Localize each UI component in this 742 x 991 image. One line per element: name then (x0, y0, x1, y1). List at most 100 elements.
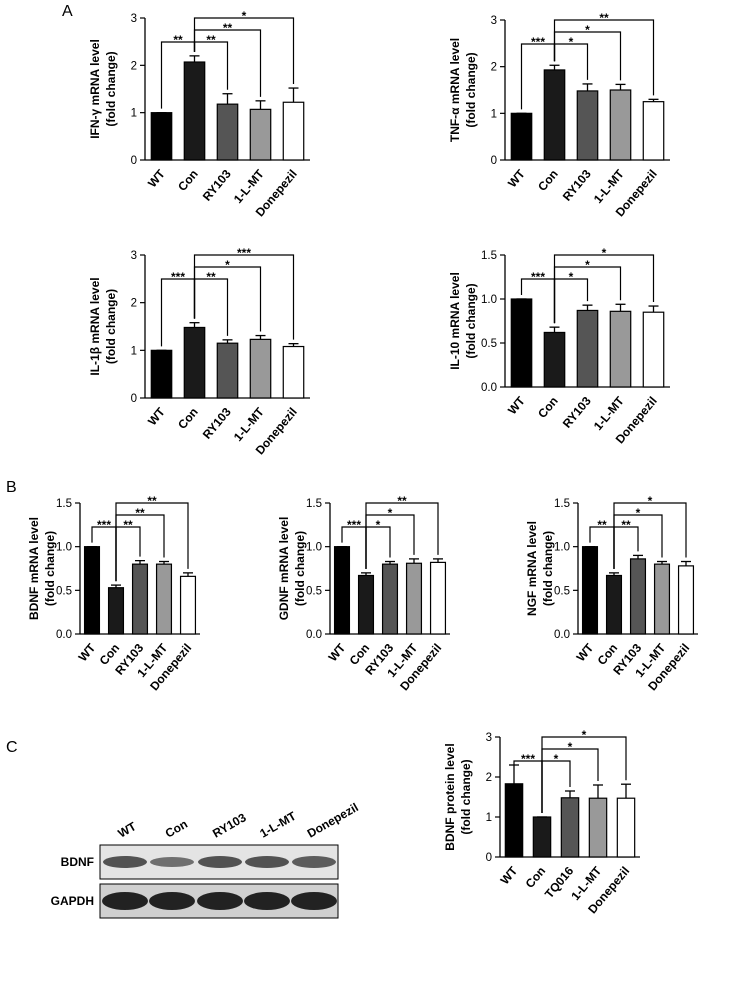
blot-lane-label: Con (163, 817, 190, 841)
bar (155, 563, 173, 635)
x-tick-label: Con (523, 864, 549, 891)
blot-row-label: GAPDH (51, 894, 94, 908)
y-tick-label: 1 (491, 108, 497, 120)
x-tick-label: RY103 (560, 167, 594, 204)
x-tick-label: WT (498, 863, 521, 887)
significance-label: * (585, 23, 590, 37)
significance-label: * (582, 728, 587, 742)
y-tick-label: 1 (131, 108, 137, 120)
y-tick-label: 1.0 (481, 294, 497, 306)
significance-label: *** (347, 518, 361, 532)
significance-label: * (585, 258, 590, 272)
x-tick-label: Con (175, 405, 201, 432)
bar (677, 565, 695, 635)
y-tick-label: 0.5 (306, 585, 322, 597)
x-tick-label: Con (535, 394, 561, 421)
y-tick-label: 0.0 (306, 629, 322, 641)
y-tick-label: 2 (131, 60, 137, 72)
bar (532, 816, 552, 858)
significance-label: * (569, 270, 574, 284)
bar (179, 575, 197, 635)
panel-label: A (62, 3, 73, 20)
y-tick-label: 0.5 (56, 585, 72, 597)
y-tick-label: 0.0 (481, 382, 497, 394)
bar (510, 112, 533, 161)
y-tick-label: 0.0 (56, 629, 72, 641)
blot-lane-label: Donepezil (305, 800, 361, 840)
bar (605, 574, 623, 635)
y-tick-label: 0.0 (554, 629, 570, 641)
panel-label: C (6, 739, 18, 756)
bar (249, 108, 272, 161)
blot-bands (102, 856, 337, 910)
y-tick-label: 1.5 (306, 498, 322, 510)
y-tick-label: 3 (486, 732, 492, 744)
bar (543, 331, 566, 388)
y-tick-label: 1 (131, 345, 137, 357)
bar (616, 797, 636, 858)
y-tick-label: 1.0 (56, 542, 72, 554)
x-tick-label: WT (505, 166, 528, 190)
bar (429, 561, 447, 635)
y-tick-label: 0 (131, 393, 137, 405)
significance-label: ** (206, 270, 216, 284)
y-axis-label: TNF-α mRNA level (448, 38, 462, 142)
significance-label: * (569, 35, 574, 49)
y-tick-label: 1.5 (554, 498, 570, 510)
bar (150, 349, 173, 399)
bar (183, 61, 206, 161)
western-blot: BDNF GAPDH (51, 844, 339, 919)
bar (216, 103, 239, 161)
significance-label: ** (206, 33, 216, 47)
significance-label: *** (97, 518, 111, 532)
significance-label: *** (237, 246, 251, 260)
y-axis-label: (fold change) (459, 759, 473, 834)
x-tick-label: RY103 (200, 405, 234, 442)
significance-bracket (115, 502, 189, 582)
significance-label: * (225, 258, 230, 272)
significance-bracket (365, 526, 391, 569)
significance-label: ** (621, 518, 631, 532)
blot-row-label: BDNF (61, 855, 94, 869)
y-tick-label: 0 (486, 852, 492, 864)
bar (609, 310, 632, 388)
x-tick-label: RY103 (560, 394, 594, 431)
y-tick-label: 1.5 (56, 498, 72, 510)
bar (642, 101, 665, 161)
significance-bracket (193, 254, 295, 340)
significance-bracket (553, 254, 655, 324)
y-axis-label: (fold change) (104, 51, 118, 126)
bar (333, 546, 351, 635)
y-axis-label: BDNF mRNA level (27, 517, 41, 620)
bar (282, 345, 305, 399)
y-axis-label: (fold change) (43, 531, 57, 606)
significance-label: * (242, 9, 247, 23)
x-tick-label: RY103 (200, 167, 234, 204)
bar (216, 342, 239, 399)
significance-label: *** (531, 35, 545, 49)
significance-label: ** (123, 518, 133, 532)
bar (588, 797, 608, 858)
panel-label: B (6, 479, 17, 496)
significance-label: * (376, 518, 381, 532)
y-tick-label: 3 (491, 15, 497, 27)
significance-label: ** (173, 33, 183, 47)
y-tick-label: 0 (131, 155, 137, 167)
x-tick-label: WT (76, 640, 99, 664)
bar (150, 112, 173, 161)
x-tick-label: WT (145, 166, 168, 190)
bar (609, 89, 632, 161)
blot-lane-label: RY103 (210, 810, 249, 840)
significance-label: * (568, 740, 573, 754)
y-axis-label: (fold change) (464, 283, 478, 358)
x-tick-label: WT (505, 393, 528, 417)
y-tick-label: 1 (486, 812, 492, 824)
significance-label: *** (521, 752, 535, 766)
y-tick-label: 0.5 (554, 585, 570, 597)
y-tick-label: 1.0 (554, 542, 570, 554)
y-tick-label: 1.0 (306, 542, 322, 554)
y-tick-label: 0 (491, 155, 497, 167)
y-tick-label: 0.5 (481, 338, 497, 350)
x-tick-label: Con (175, 167, 201, 194)
x-tick-label: Con (535, 167, 561, 194)
